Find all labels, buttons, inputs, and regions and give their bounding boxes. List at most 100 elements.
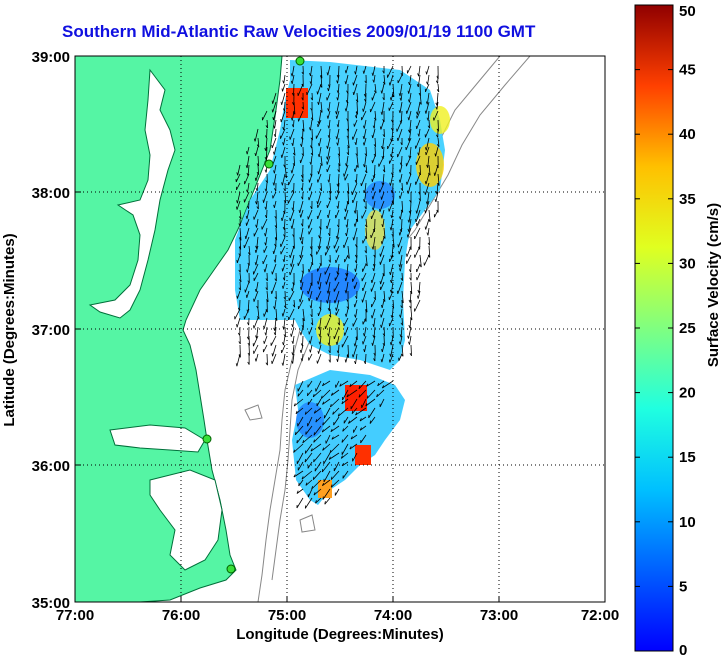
- velocity-arrow: [236, 182, 241, 190]
- velocity-arrow: [416, 263, 421, 273]
- velocity-arrow: [265, 200, 268, 210]
- velocity-arrow: [373, 317, 376, 327]
- velocity-arrow: [418, 281, 421, 293]
- velocity-arrow: [347, 245, 350, 259]
- velocity-arrow: [282, 173, 286, 186]
- velocity-arrow: [329, 299, 331, 311]
- velocity-arrow-head: [300, 223, 304, 227]
- velocity-arrow: [423, 254, 430, 266]
- velocity-arrow: [378, 155, 385, 167]
- velocity-arrow-head: [326, 225, 328, 229]
- velocity-arrow-head: [380, 241, 383, 245]
- velocity-arrow-head: [300, 343, 303, 347]
- velocity-arrow: [255, 245, 259, 253]
- velocity-arrow-head: [326, 290, 329, 294]
- velocity-arrow: [265, 137, 268, 151]
- velocity-arrow: [283, 254, 286, 263]
- velocity-arrow-head: [426, 232, 429, 236]
- velocity-arrow: [391, 272, 394, 283]
- velocity-arrow-head: [301, 196, 304, 200]
- velocity-arrow-head: [345, 100, 348, 104]
- velocity-arrow-head: [371, 315, 373, 319]
- velocity-arrow: [355, 407, 367, 416]
- velocity-arrow-head: [253, 138, 256, 142]
- velocity-arrow-head: [300, 241, 303, 245]
- velocity-arrow: [327, 209, 331, 218]
- velocity-arrow: [239, 281, 241, 291]
- velocity-arrow-head: [317, 245, 320, 249]
- velocity-arrow: [419, 164, 421, 175]
- velocity-arrow-head: [254, 262, 257, 266]
- velocity-arrow: [346, 155, 349, 167]
- velocity-arrow: [436, 92, 439, 106]
- velocity-arrow-head: [264, 135, 267, 139]
- velocity-arrow: [329, 191, 331, 201]
- velocity-arrow: [311, 146, 314, 156]
- velocity-arrow-head: [272, 250, 275, 254]
- velocity-arrow: [317, 272, 322, 285]
- velocity-arrow: [292, 281, 295, 292]
- velocity-arrow: [321, 389, 331, 399]
- velocity-arrow-head: [236, 324, 238, 328]
- velocity-arrow-head: [319, 188, 322, 192]
- velocity-arrow: [371, 299, 376, 308]
- velocity-arrow-head: [352, 237, 355, 241]
- velocity-arrow-head: [256, 305, 259, 309]
- velocity-arrow: [419, 254, 422, 268]
- velocity-arrow-head: [366, 395, 369, 399]
- velocity-arrow-head: [280, 119, 282, 123]
- velocity-arrow: [311, 254, 314, 265]
- velocity-arrow: [295, 407, 304, 415]
- velocity-arrow-head: [310, 314, 313, 318]
- hotspot: [316, 314, 344, 346]
- velocity-arrow-head: [373, 144, 376, 148]
- velocity-arrow-head: [354, 179, 357, 184]
- y-tick-label: 35:00: [32, 595, 70, 612]
- velocity-arrow: [302, 128, 304, 140]
- velocity-arrow-head: [327, 125, 330, 129]
- velocity-arrow: [326, 92, 331, 101]
- velocity-arrow-head: [271, 353, 273, 357]
- velocity-arrow-head: [426, 117, 429, 121]
- velocity-arrow: [283, 119, 286, 131]
- velocity-arrow: [406, 155, 412, 167]
- velocity-arrow-head: [380, 90, 383, 94]
- velocity-arrow-head: [322, 401, 325, 405]
- velocity-arrow: [313, 434, 322, 443]
- velocity-arrow: [387, 65, 394, 78]
- velocity-arrow: [353, 227, 358, 241]
- velocity-arrow-head: [315, 419, 318, 423]
- velocity-arrow: [307, 209, 313, 220]
- velocity-arrow-head: [271, 271, 273, 275]
- velocity-arrow-head: [363, 333, 365, 337]
- colorbar-tick-label: 20: [679, 385, 696, 402]
- velocity-arrow: [328, 101, 331, 112]
- velocity-arrow-head: [355, 412, 358, 416]
- velocity-arrow: [301, 137, 304, 147]
- velocity-arrow: [380, 272, 385, 285]
- velocity-arrow-head: [292, 234, 295, 238]
- velocity-arrow: [354, 335, 358, 347]
- velocity-arrow: [341, 398, 349, 405]
- velocity-arrow-head: [427, 254, 431, 258]
- velocity-arrow-head: [415, 210, 418, 214]
- velocity-arrow: [408, 218, 412, 232]
- velocity-arrow-head: [389, 342, 392, 346]
- velocity-arrow: [319, 227, 322, 239]
- velocity-arrow: [372, 200, 376, 211]
- velocity-arrow-head: [330, 428, 333, 432]
- velocity-arrow: [318, 137, 322, 147]
- velocity-arrow: [274, 200, 277, 208]
- velocity-arrow: [274, 254, 277, 263]
- velocity-arrow: [337, 137, 340, 146]
- velocity-arrow-head: [264, 242, 267, 246]
- velocity-arrow-head: [425, 201, 428, 205]
- velocity-arrow: [332, 407, 340, 415]
- velocity-arrow-head: [274, 216, 277, 219]
- velocity-arrow-head: [305, 482, 308, 486]
- velocity-arrow: [346, 263, 349, 276]
- velocity-arrow: [329, 308, 332, 318]
- y-tick-label: 39:00: [32, 49, 70, 66]
- velocity-arrow-head: [417, 152, 420, 156]
- velocity-arrow-head: [310, 117, 314, 121]
